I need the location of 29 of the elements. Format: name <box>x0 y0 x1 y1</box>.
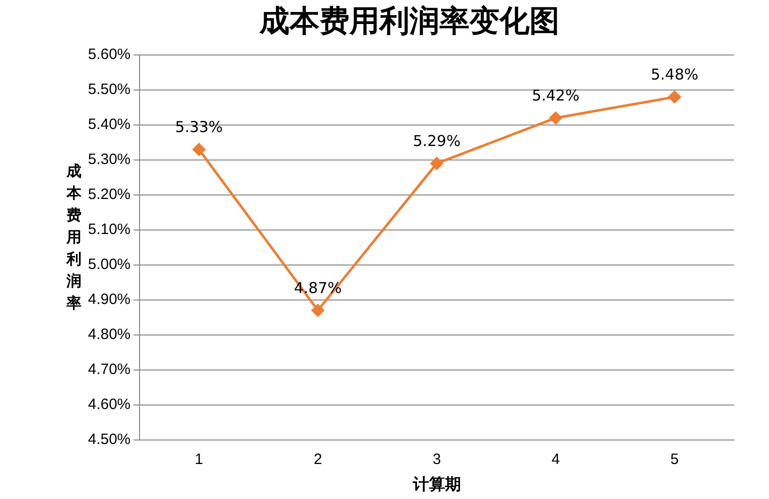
x-tick-label: 3 <box>432 450 441 468</box>
x-axis-title: 计算期 <box>412 474 461 494</box>
y-tick-label: 4.70% <box>88 360 131 378</box>
data-label: 5.42% <box>532 86 580 104</box>
x-tick-label: 5 <box>670 450 679 468</box>
y-tick-label: 5.60% <box>88 46 131 64</box>
y-tick-label: 4.80% <box>88 326 131 343</box>
point <box>549 112 562 124</box>
y-tick-label: 5.10% <box>88 221 131 238</box>
y-tick-label: 5.40% <box>88 116 131 134</box>
y-tick-label: 5.30% <box>88 151 131 168</box>
x-tick-label: 2 <box>314 450 322 468</box>
y-tick-label: 4.60% <box>88 396 131 413</box>
y-tick-label: 4.50% <box>88 430 131 448</box>
point <box>668 90 681 104</box>
y-tick-label: 5.50% <box>88 81 131 98</box>
y-axis-title: 成本费用利润率 <box>65 161 82 314</box>
point <box>312 304 324 317</box>
point <box>192 143 206 156</box>
y-tick-label: 5.00% <box>88 256 131 274</box>
x-tick-label: 4 <box>551 450 560 468</box>
data-label: 5.33% <box>175 118 223 136</box>
y-tick-label: 4.90% <box>88 291 131 308</box>
y-tick-label: 5.20% <box>88 186 131 204</box>
data-label: 5.29% <box>412 132 461 150</box>
point <box>430 157 444 170</box>
data-label: 5.48% <box>650 65 698 84</box>
chart-title: 成本费用利润率变化图 <box>258 4 560 39</box>
x-tick-label: 1 <box>194 450 204 468</box>
